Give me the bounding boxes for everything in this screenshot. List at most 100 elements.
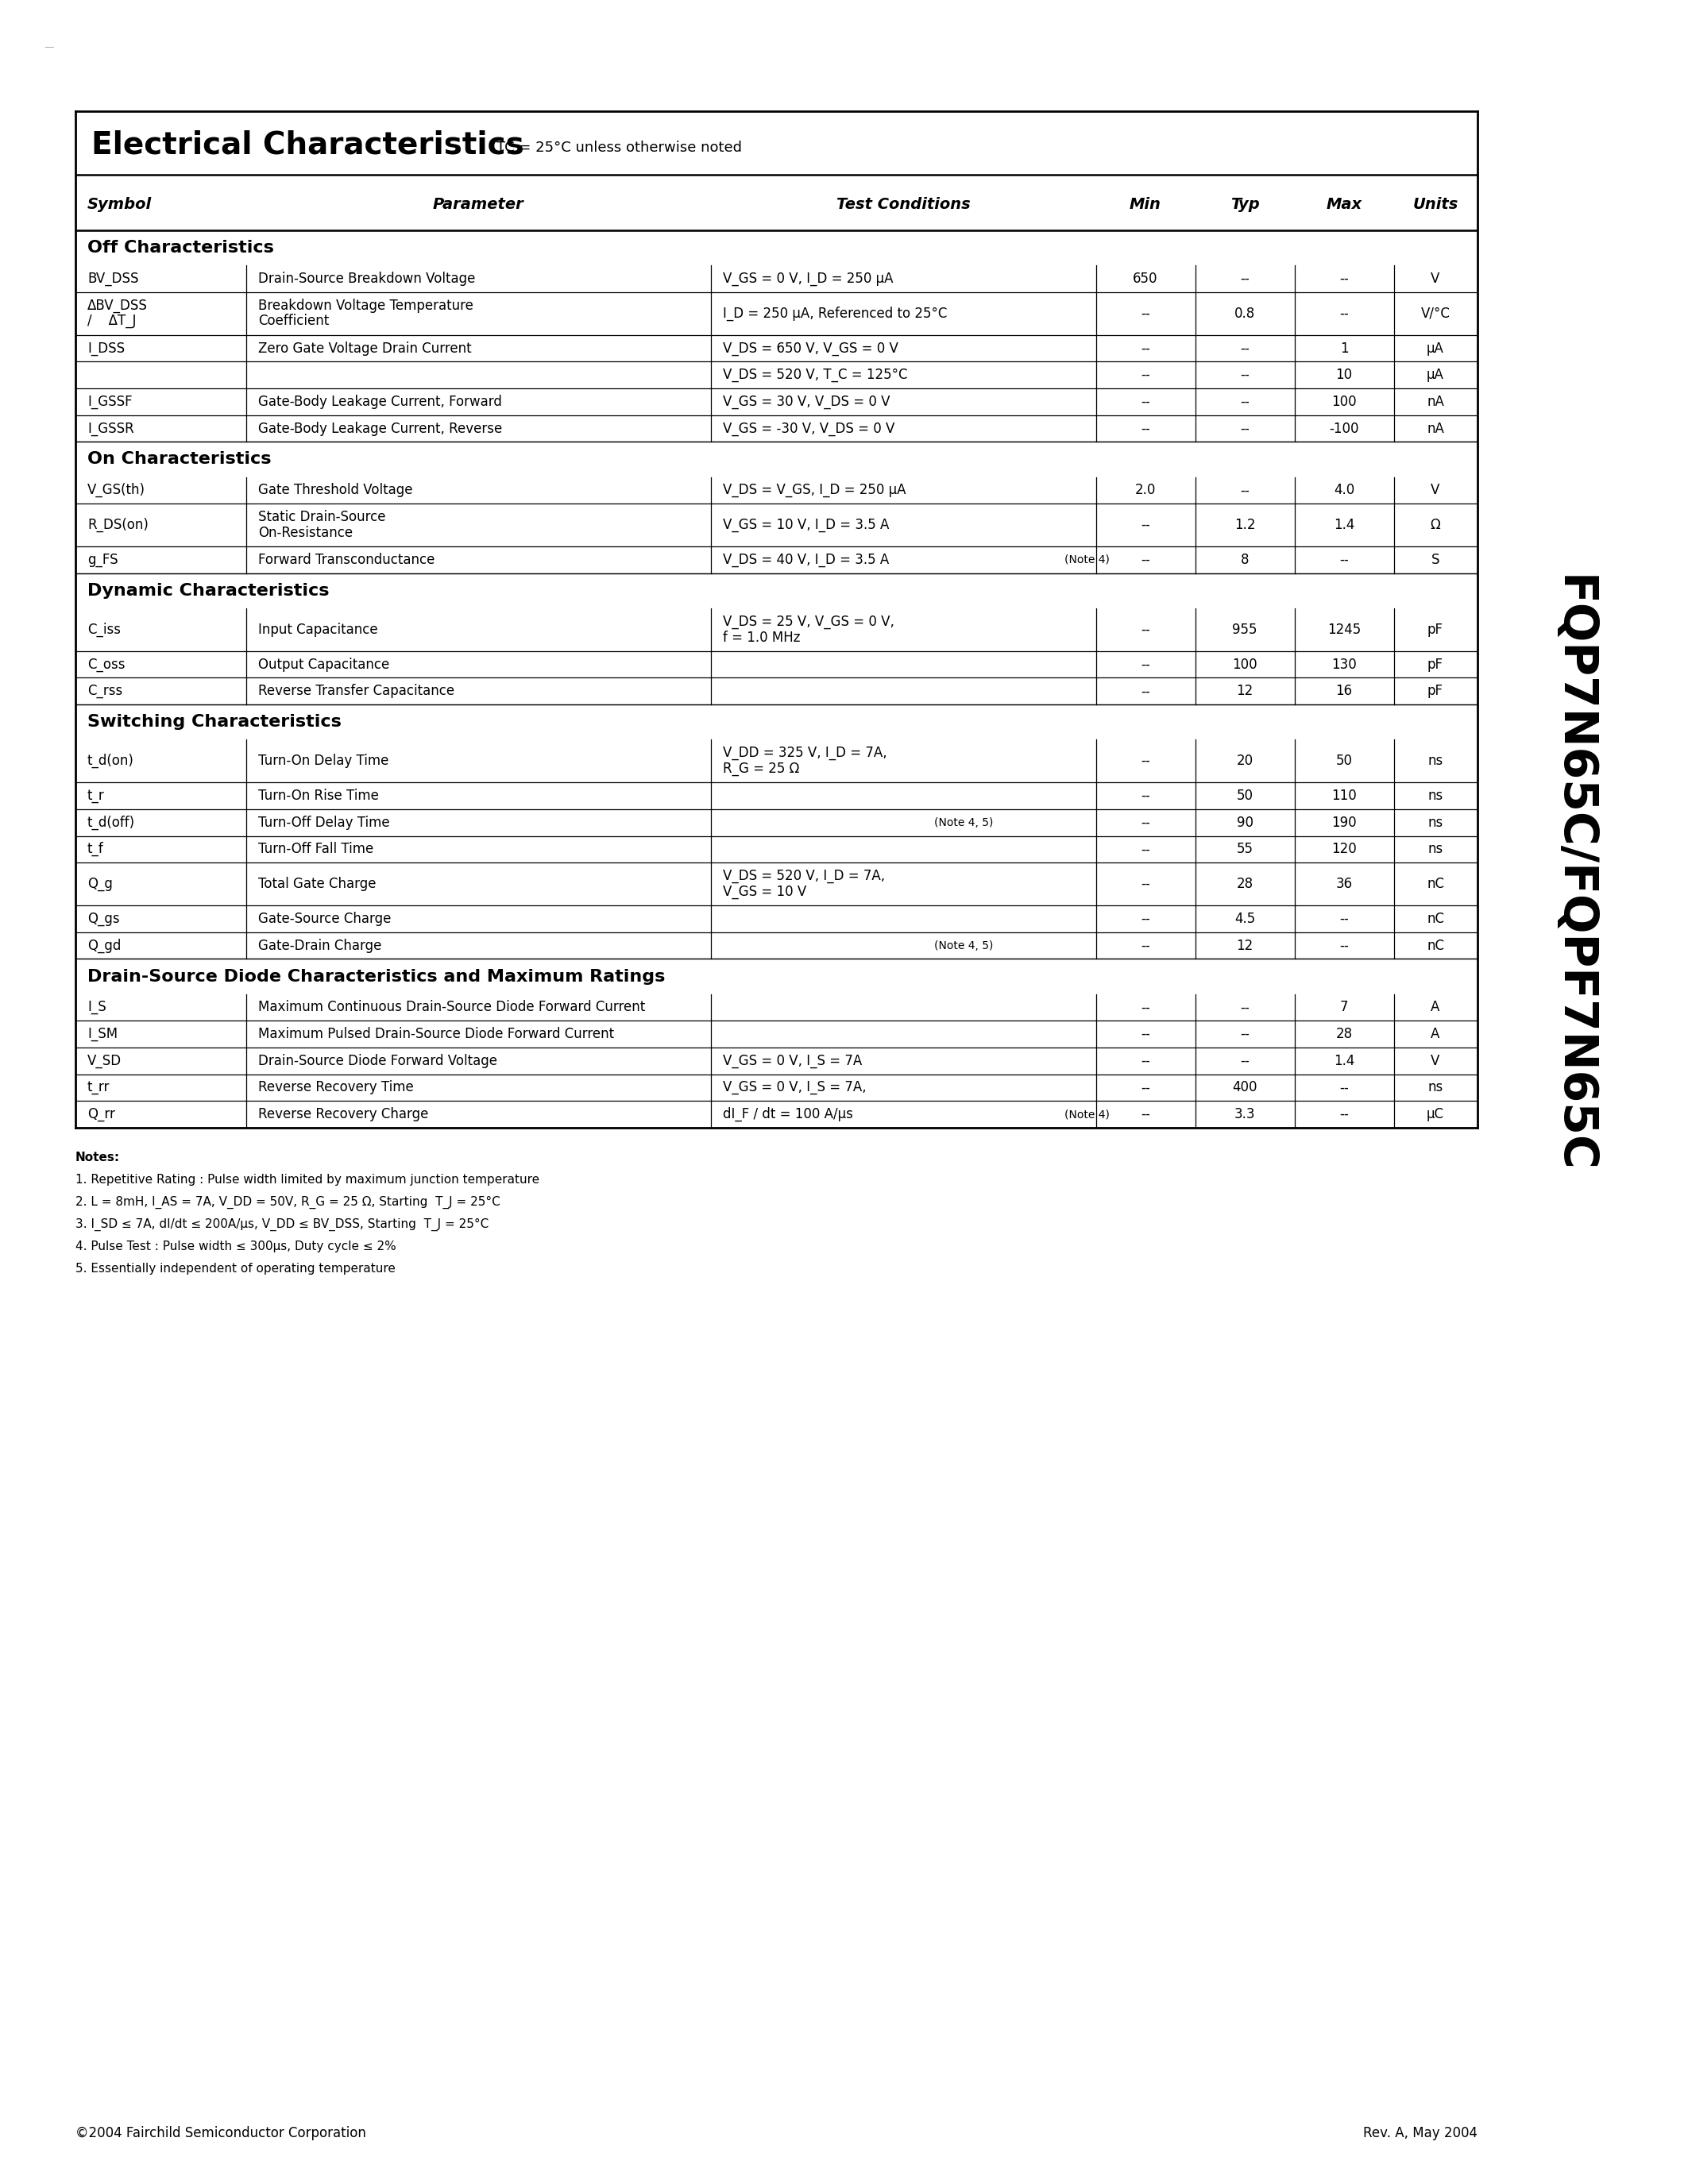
Text: Q_rr: Q_rr (88, 1107, 115, 1123)
Text: --: -- (1141, 684, 1150, 699)
Text: Symbol: Symbol (88, 197, 152, 212)
Text: ns: ns (1428, 843, 1443, 856)
Text: 1. Repetitive Rating : Pulse width limited by maximum junction temperature: 1. Repetitive Rating : Pulse width limit… (76, 1173, 540, 1186)
Text: --: -- (1339, 911, 1349, 926)
Text: I_GSSR: I_GSSR (88, 422, 133, 435)
Text: --: -- (1241, 483, 1249, 498)
Text: t_f: t_f (88, 843, 105, 856)
Text: t_rr: t_rr (88, 1081, 110, 1094)
Text: I_GSSF: I_GSSF (88, 395, 132, 408)
Text: R_DS(on): R_DS(on) (88, 518, 149, 533)
Text: On Characteristics: On Characteristics (88, 452, 272, 467)
Text: C_oss: C_oss (88, 657, 125, 673)
Text: nC: nC (1426, 878, 1445, 891)
Text: --: -- (1141, 1081, 1150, 1094)
Text: --: -- (1339, 939, 1349, 952)
Text: --: -- (1141, 1053, 1150, 1068)
Text: 100: 100 (1232, 657, 1258, 673)
Text: Electrical Characteristics: Electrical Characteristics (91, 129, 523, 159)
Text: 2.0: 2.0 (1134, 483, 1156, 498)
Text: I_SM: I_SM (88, 1026, 118, 1042)
Text: I_DSS: I_DSS (88, 341, 125, 356)
Text: (Note 4): (Note 4) (1065, 555, 1109, 566)
Text: --: -- (1141, 911, 1150, 926)
Text: Gate Threshold Voltage: Gate Threshold Voltage (258, 483, 412, 498)
Text: Test Conditions: Test Conditions (836, 197, 971, 212)
Text: pF: pF (1428, 622, 1443, 638)
Text: 12: 12 (1236, 939, 1252, 952)
Text: Forward Transconductance: Forward Transconductance (258, 553, 436, 568)
Text: --: -- (1241, 1026, 1249, 1042)
Text: 20: 20 (1236, 753, 1252, 769)
Text: S: S (1431, 553, 1440, 568)
Text: --: -- (1141, 341, 1150, 356)
Text: --: -- (1141, 518, 1150, 533)
Text: 120: 120 (1332, 843, 1357, 856)
Text: V: V (1431, 271, 1440, 286)
Text: Turn-Off Fall Time: Turn-Off Fall Time (258, 843, 373, 856)
Text: --: -- (1339, 1081, 1349, 1094)
Text: 50: 50 (1335, 753, 1352, 769)
Text: Gate-Body Leakage Current, Reverse: Gate-Body Leakage Current, Reverse (258, 422, 503, 435)
Text: --: -- (1241, 422, 1249, 435)
Text: --: -- (1141, 367, 1150, 382)
Text: C_iss: C_iss (88, 622, 122, 638)
Text: V_DS = 25 V, V_GS = 0 V,: V_DS = 25 V, V_GS = 0 V, (722, 616, 895, 629)
Text: C_rss: C_rss (88, 684, 123, 699)
Text: Min: Min (1129, 197, 1161, 212)
Text: ns: ns (1428, 1081, 1443, 1094)
Text: Q_gs: Q_gs (88, 911, 120, 926)
Text: 2. L = 8mH, I_AS = 7A, V_DD = 50V, R_G = 25 Ω, Starting  T_J = 25°C: 2. L = 8mH, I_AS = 7A, V_DD = 50V, R_G =… (76, 1197, 500, 1210)
Text: V: V (1431, 1053, 1440, 1068)
Text: 1.2: 1.2 (1234, 518, 1256, 533)
Text: --: -- (1241, 1053, 1249, 1068)
Text: I_D = 250 μA, Referenced to 25°C: I_D = 250 μA, Referenced to 25°C (722, 306, 947, 321)
Text: Ω: Ω (1430, 518, 1440, 533)
Text: nA: nA (1426, 422, 1445, 435)
Text: V_GS = 10 V, I_D = 3.5 A: V_GS = 10 V, I_D = 3.5 A (722, 518, 890, 533)
Text: (Note 4): (Note 4) (1065, 1109, 1109, 1120)
Text: --: -- (1141, 878, 1150, 891)
Text: pF: pF (1428, 684, 1443, 699)
Text: --: -- (1339, 1107, 1349, 1123)
Text: Off Characteristics: Off Characteristics (88, 240, 273, 256)
Text: --: -- (1141, 939, 1150, 952)
Text: 90: 90 (1236, 815, 1252, 830)
Text: Gate-Source Charge: Gate-Source Charge (258, 911, 392, 926)
Text: 1.4: 1.4 (1334, 518, 1354, 533)
Text: μC: μC (1426, 1107, 1445, 1123)
Text: nC: nC (1426, 939, 1445, 952)
Text: V_GS = 0 V, I_S = 7A,: V_GS = 0 V, I_S = 7A, (722, 1081, 866, 1094)
Text: t_d(on): t_d(on) (88, 753, 133, 769)
Text: Output Capacitance: Output Capacitance (258, 657, 390, 673)
Text: Parameter: Parameter (432, 197, 523, 212)
Text: V_DS = 40 V, I_D = 3.5 A: V_DS = 40 V, I_D = 3.5 A (722, 553, 890, 568)
Text: Drain-Source Diode Characteristics and Maximum Ratings: Drain-Source Diode Characteristics and M… (88, 968, 665, 985)
Text: ©2004 Fairchild Semiconductor Corporation: ©2004 Fairchild Semiconductor Corporatio… (76, 2125, 366, 2140)
Text: V_GS(th): V_GS(th) (88, 483, 145, 498)
Text: V_GS = 10 V: V_GS = 10 V (722, 885, 807, 900)
Text: --: -- (1241, 1000, 1249, 1016)
Text: Units: Units (1413, 197, 1458, 212)
Text: —: — (44, 41, 54, 52)
Text: --: -- (1141, 843, 1150, 856)
Text: FQP7N65C/FQPF7N65C: FQP7N65C/FQPF7N65C (1550, 574, 1595, 1173)
Text: --: -- (1141, 1000, 1150, 1016)
Text: --: -- (1241, 395, 1249, 408)
Text: V_DS = V_GS, I_D = 250 μA: V_DS = V_GS, I_D = 250 μA (722, 483, 906, 498)
Text: --: -- (1141, 553, 1150, 568)
Text: Reverse Recovery Charge: Reverse Recovery Charge (258, 1107, 429, 1123)
Text: 400: 400 (1232, 1081, 1258, 1094)
Text: 1.4: 1.4 (1334, 1053, 1354, 1068)
Text: Rev. A, May 2004: Rev. A, May 2004 (1364, 2125, 1477, 2140)
Text: --: -- (1241, 367, 1249, 382)
Text: nC: nC (1426, 911, 1445, 926)
Text: 955: 955 (1232, 622, 1258, 638)
Text: Q_g: Q_g (88, 878, 113, 891)
Text: /    ΔT_J: / ΔT_J (88, 314, 137, 328)
Text: 55: 55 (1236, 843, 1252, 856)
Text: TC = 25°C unless otherwise noted: TC = 25°C unless otherwise noted (496, 140, 743, 155)
Text: Zero Gate Voltage Drain Current: Zero Gate Voltage Drain Current (258, 341, 471, 356)
Text: --: -- (1141, 306, 1150, 321)
Text: 190: 190 (1332, 815, 1357, 830)
